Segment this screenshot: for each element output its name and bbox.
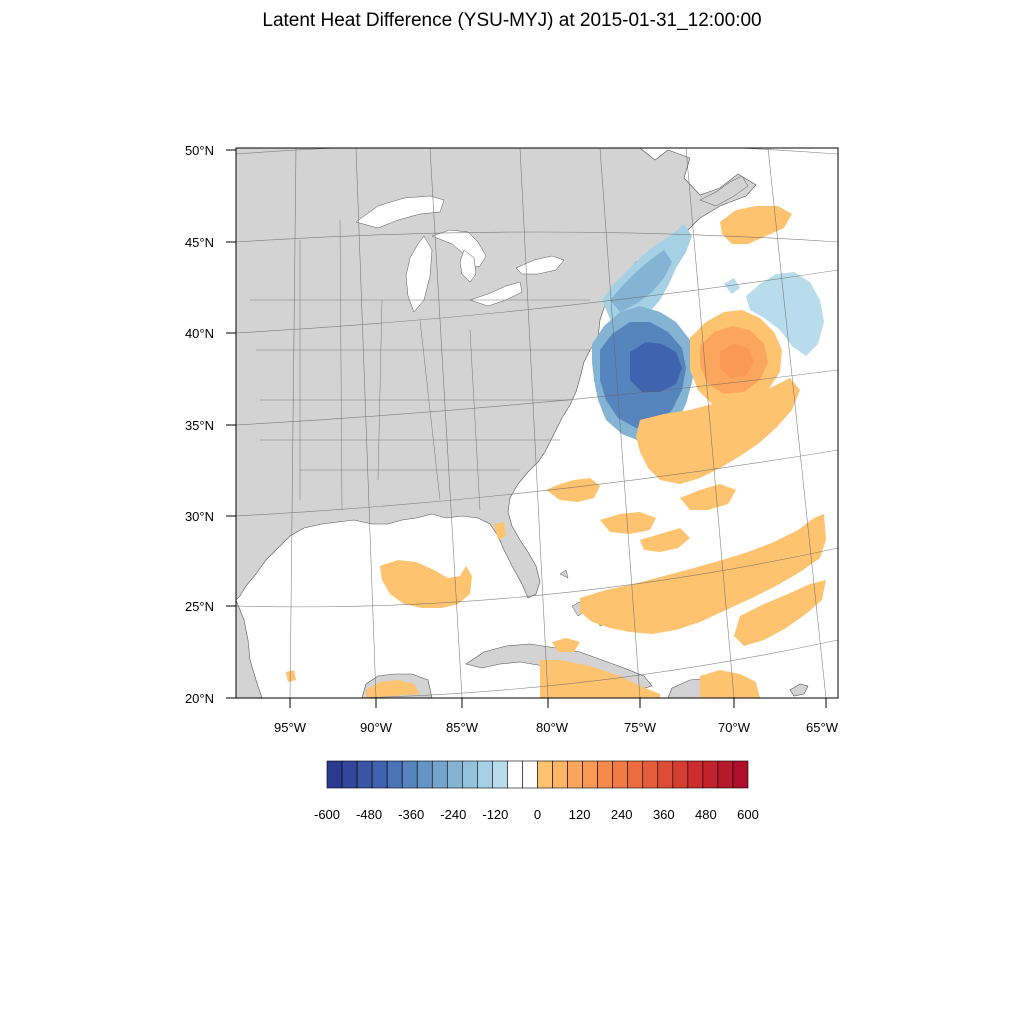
- lat-tick-label: 45°N: [185, 235, 214, 250]
- lat-tick-label: 50°N: [185, 143, 214, 158]
- lat-tick-label: 35°N: [185, 418, 214, 433]
- colorbar-swatch: [401, 760, 418, 789]
- colorbar-swatch: [537, 760, 553, 789]
- colorbar-swatch: [341, 760, 358, 789]
- map-title: Latent Heat Difference (YSU-MYJ) at 2015…: [262, 10, 762, 31]
- colorbar-tick-label: 240: [611, 807, 633, 822]
- colorbar-swatch: [416, 760, 433, 789]
- colorbar-swatch: [446, 760, 463, 789]
- lat-tick-label: 20°N: [185, 691, 214, 706]
- colorbar-swatch: [477, 760, 493, 789]
- colorbar-swatch: [732, 760, 749, 789]
- colorbar-swatch: [492, 760, 508, 789]
- colorbar-swatch: [567, 760, 583, 789]
- lat-axis: 50°N 45°N 40°N 35°N 30°N 25°N 20°N: [185, 143, 236, 706]
- colorbar-swatch: [702, 760, 719, 789]
- lon-tick-label: 95°W: [274, 720, 307, 735]
- colorbar-tick-label: 600: [737, 807, 759, 822]
- map-plot-area: [236, 148, 838, 698]
- colorbar-tick-label: -480: [356, 807, 382, 822]
- colorbar-labels: -600 -480 -360 -240 -120 0 120 240 360 480 600: [314, 807, 759, 822]
- colorbar-tick-label: 360: [653, 807, 675, 822]
- negative-anomaly-east-small: [724, 278, 740, 294]
- colorbar-swatch: [507, 760, 523, 789]
- lat-tick-label: 25°N: [185, 599, 214, 614]
- colorbar-swatch: [597, 760, 613, 789]
- lat-tick-label: 40°N: [185, 326, 214, 341]
- land-nova-scotia: [699, 175, 749, 207]
- lon-tick-label: 85°W: [446, 720, 479, 735]
- colorbar-tick-label: -360: [398, 807, 424, 822]
- lon-tick-label: 65°W: [806, 720, 839, 735]
- lon-tick-label: 70°W: [718, 720, 751, 735]
- lon-tick-label: 80°W: [536, 720, 569, 735]
- boundary-lines: [250, 219, 590, 511]
- land-mexico: [236, 599, 263, 698]
- colorbar-swatch: [657, 760, 674, 789]
- positive-anomaly-core-inner: [720, 344, 754, 378]
- colorbar-swatch: [431, 760, 448, 789]
- colorbar-swatch: [627, 760, 644, 789]
- colorbar-swatch: [642, 760, 659, 789]
- negative-anomaly-east: [746, 272, 824, 356]
- colorbar-swatch: [462, 760, 478, 789]
- colorbar-swatch: [386, 760, 403, 789]
- colorbar-swatch: [371, 760, 388, 789]
- colorbar-tick-label: 0: [534, 807, 541, 822]
- negative-anomaly-core: [630, 342, 682, 392]
- lat-tick-label: 30°N: [185, 509, 214, 524]
- graticule: [236, 148, 838, 698]
- colorbar-tick-label: 120: [569, 807, 591, 822]
- colorbar: [326, 760, 749, 789]
- colorbar-tick-label: -240: [440, 807, 466, 822]
- colorbar-tick-label: -600: [314, 807, 340, 822]
- colorbar-swatch: [717, 760, 734, 789]
- colorbar-swatch: [356, 760, 373, 789]
- negative-anomaly-new-england-mid: [610, 250, 672, 312]
- colorbar-swatch: [552, 760, 568, 789]
- colorbar-tick-label: 480: [695, 807, 717, 822]
- colorbar-swatch: [687, 760, 704, 789]
- positive-anomaly-north: [720, 206, 792, 244]
- colorbar-swatch: [326, 760, 343, 789]
- colorbar-swatch: [522, 760, 538, 789]
- colorbar-swatch: [582, 760, 598, 789]
- map-frame: [235, 147, 839, 699]
- lon-axis: 95°W 90°W 85°W 80°W 75°W 70°W 65°W: [274, 698, 839, 735]
- land-north-america: [236, 148, 757, 601]
- colorbar-swatch: [612, 760, 629, 789]
- lon-tick-label: 90°W: [360, 720, 393, 735]
- colorbar-swatch: [672, 760, 689, 789]
- colorbar-tick-label: -120: [482, 807, 508, 822]
- lon-tick-label: 75°W: [624, 720, 657, 735]
- land-puerto-rico: [789, 683, 809, 697]
